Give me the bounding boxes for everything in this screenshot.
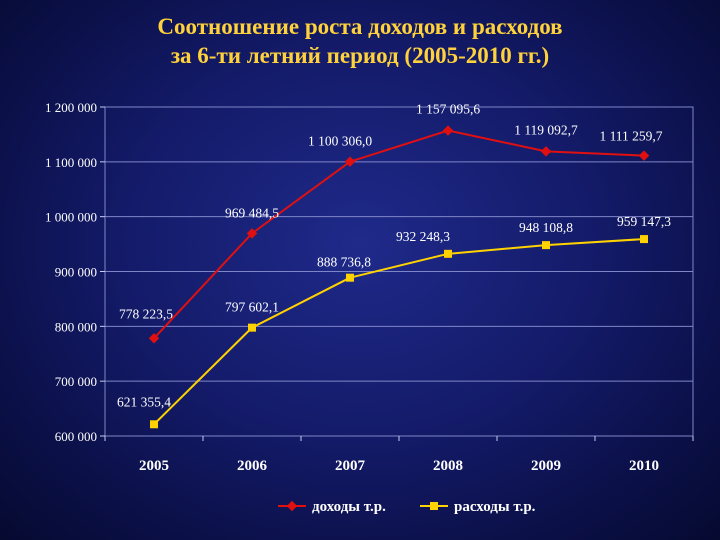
data-label: 778 223,5: [119, 306, 173, 321]
x-tick-label: 2005: [139, 458, 169, 474]
axes: 600 000 700 000 800 000 900 000 1 000 000 1 1…: [45, 100, 694, 474]
data-label: 948 108,8: [519, 220, 573, 235]
data-point: [150, 420, 158, 429]
legend-label: расходы т.р.: [454, 499, 536, 515]
data-point: [346, 273, 354, 282]
data-label: 969 484,5: [225, 205, 279, 220]
slide-title: Соотношение роста доходов и расходов за …: [0, 12, 720, 70]
legend-marker: [286, 500, 298, 512]
data-label: 621 355,4: [117, 394, 171, 409]
y-tick-label: 1 000 000: [45, 210, 97, 225]
legend: доходы т.р. расходы т.р.: [278, 499, 536, 515]
x-tick-label: 2010: [629, 458, 659, 474]
legend-marker: [430, 502, 438, 510]
data-point: [148, 333, 160, 344]
slide-title-line-1: Соотношение роста доходов и расходов: [157, 14, 563, 39]
y-tick-label: 1 200 000: [45, 100, 97, 115]
x-tick-label: 2007: [335, 458, 366, 474]
y-tick-label: 900 000: [55, 265, 97, 280]
data-point: [542, 241, 550, 250]
data-label: 888 736,8: [317, 255, 371, 270]
data-point: [344, 156, 356, 167]
data-point: [638, 150, 650, 161]
data-point: [442, 125, 454, 136]
data-label: 1 100 306,0: [308, 134, 372, 149]
data-label: 932 248,3: [396, 229, 450, 244]
data-label: 797 602,1: [225, 300, 279, 315]
data-label: 1 119 092,7: [514, 122, 578, 137]
y-tick-label: 600 000: [55, 429, 97, 444]
data-label: 959 147,3: [617, 214, 671, 229]
data-point: [540, 146, 552, 157]
y-tick-label: 800 000: [55, 319, 97, 334]
x-tick-label: 2009: [531, 458, 561, 474]
series-line-income: [153, 129, 645, 339]
data-label: 1 111 259,7: [599, 129, 662, 144]
x-tick-label: 2008: [433, 458, 463, 474]
x-tick-label: 2006: [237, 458, 268, 474]
series: [148, 125, 650, 429]
data-label: 1 157 095,6: [416, 102, 480, 117]
data-point: [640, 235, 648, 244]
data-point: [248, 323, 256, 332]
series-line-expenses: [153, 238, 645, 426]
data-point: [246, 228, 258, 239]
legend-label: доходы т.р.: [312, 499, 386, 515]
slide-title-line-2: за 6-ти летний период (2005-2010 гг.): [170, 43, 550, 68]
y-tick-label: 1 100 000: [45, 155, 97, 170]
data-point: [444, 249, 452, 258]
y-tick-label: 700 000: [55, 374, 97, 389]
data-labels: 778 223,5 969 484,5 1 100 306,0 1 157 095,6…: [117, 102, 671, 410]
grid-lines: [105, 106, 693, 437]
